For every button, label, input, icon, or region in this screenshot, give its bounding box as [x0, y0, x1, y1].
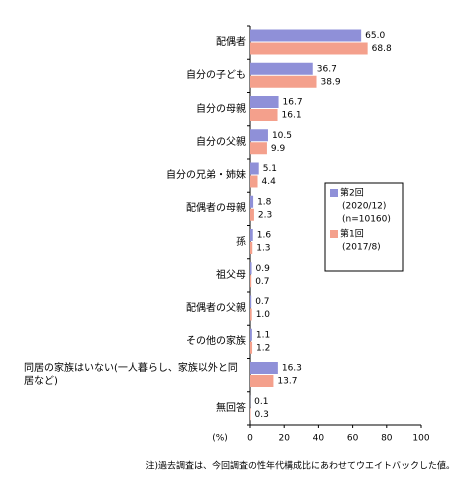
value-label: 1.6 — [257, 231, 272, 241]
value-label: 16.3 — [282, 364, 302, 374]
legend-sample: (n=10160) — [342, 215, 391, 225]
legend-label: 第2回 — [340, 187, 364, 199]
legend-swatch — [330, 189, 338, 197]
value-label: 13.7 — [277, 377, 297, 387]
value-label: 0.9 — [256, 264, 271, 274]
legend-label: 第1回 — [340, 228, 364, 240]
value-label: 4.4 — [262, 177, 277, 187]
bar — [250, 242, 253, 254]
value-label: 16.1 — [282, 111, 302, 121]
bar — [250, 109, 278, 121]
value-label: 0.7 — [255, 297, 269, 307]
bar — [250, 375, 274, 387]
value-label: 65.0 — [365, 31, 385, 41]
value-label: 36.7 — [317, 64, 337, 74]
value-label: 1.0 — [256, 310, 271, 320]
bar — [250, 262, 252, 275]
legend-period: (2020/12) — [342, 202, 386, 212]
bar — [250, 295, 252, 308]
category-label: 同居の家族はいない(一人暮らし、家族以外と同居など) — [24, 363, 238, 388]
bar — [250, 162, 259, 175]
value-label: 68.8 — [372, 44, 392, 54]
legend-period: (2017/8) — [342, 243, 381, 253]
bar — [250, 42, 368, 55]
x-tick-label: 60 — [347, 434, 359, 444]
bar — [250, 75, 317, 88]
bar — [250, 341, 253, 354]
value-label: 0.7 — [255, 277, 269, 287]
bar — [250, 275, 252, 288]
bar — [250, 408, 251, 421]
bar — [250, 129, 268, 142]
category-label: 自分の子ども — [186, 70, 246, 82]
value-label: 2.3 — [258, 210, 272, 220]
bar — [250, 62, 313, 75]
value-label: 5.1 — [263, 164, 277, 174]
bar — [250, 96, 279, 108]
category-label: 自分の兄弟・姉妹 — [166, 170, 246, 182]
x-tick-label: 20 — [278, 434, 290, 444]
category-label: 自分の父親 — [196, 136, 246, 148]
x-tick-label: 0 — [247, 434, 253, 444]
bar — [250, 328, 252, 341]
bar — [250, 208, 254, 221]
value-label: 0.3 — [255, 410, 269, 420]
bar — [250, 229, 253, 241]
bar — [250, 362, 278, 374]
category-label: その他の家族 — [186, 336, 246, 348]
category-label: 無回答 — [216, 402, 246, 414]
legend-swatch — [330, 230, 338, 238]
bar — [250, 175, 258, 188]
x-tick-label: 40 — [313, 434, 325, 444]
category-label: 配偶者の母親 — [186, 203, 246, 215]
category-label: 配偶者の父親 — [186, 303, 246, 315]
x-tick-label: 100 — [412, 434, 429, 444]
bar — [250, 29, 362, 42]
value-label: 10.5 — [272, 131, 292, 141]
note: 注)過去調査は、今回調査の性年代構成比にあわせてウエイトバックした値。 — [145, 460, 455, 472]
x-tick-label: 80 — [381, 434, 393, 444]
category-label: 配偶者 — [216, 37, 246, 49]
bar — [250, 195, 254, 208]
value-label: 1.8 — [257, 197, 272, 207]
category-label: 自分の母親 — [196, 103, 246, 115]
bar — [250, 308, 252, 321]
value-label: 0.1 — [254, 397, 268, 407]
category-label: 祖父母 — [216, 269, 246, 281]
value-label: 16.7 — [283, 98, 303, 108]
value-label: 1.2 — [256, 343, 270, 353]
bar — [250, 142, 267, 155]
value-label: 1.3 — [256, 244, 270, 254]
value-label: 1.1 — [256, 330, 270, 340]
category-label: 孫 — [236, 236, 246, 248]
legend-box — [324, 182, 404, 272]
x-axis-label: (%) — [212, 434, 228, 444]
value-label: 9.9 — [271, 144, 286, 154]
value-label: 38.9 — [321, 77, 341, 87]
